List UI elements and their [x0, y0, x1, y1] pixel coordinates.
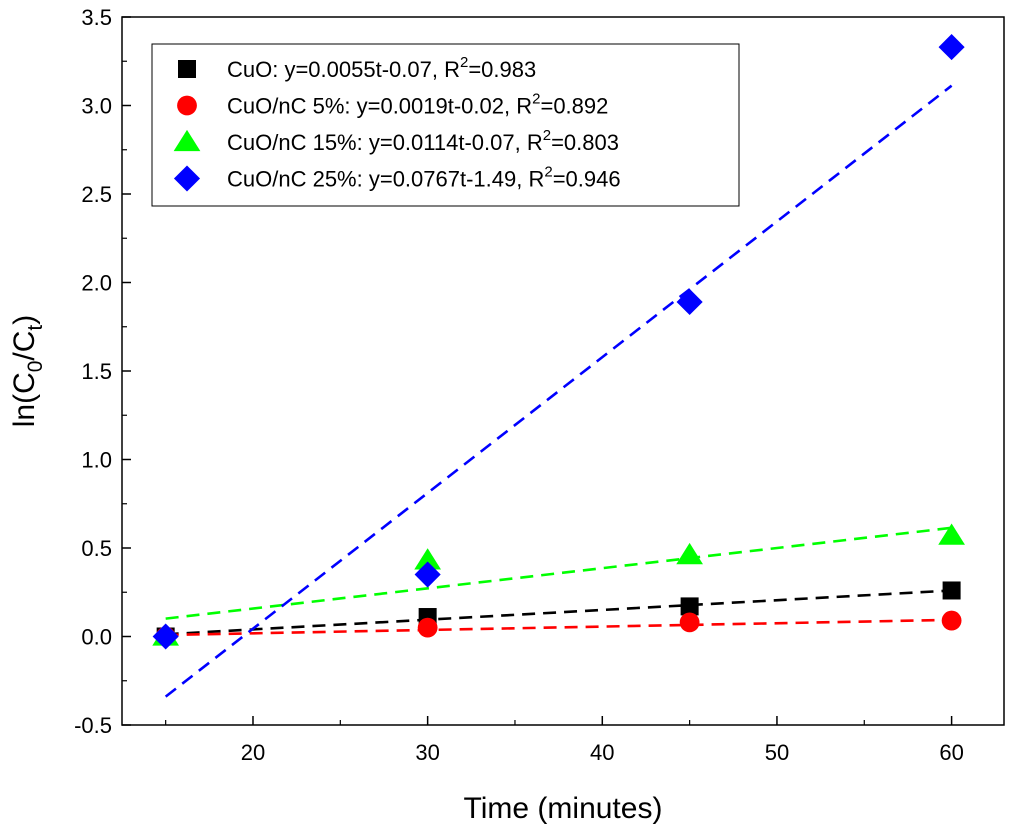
data-point — [680, 597, 699, 616]
y-tick-label: 0.0 — [81, 625, 112, 650]
legend-marker — [173, 129, 201, 152]
x-tick-label: 20 — [241, 740, 265, 765]
legend: CuO: y=0.0055t-0.07, R2=0.983 CuO/nC 5%: … — [151, 43, 740, 207]
y-axis-label: ln(C0/Ct) — [8, 315, 47, 428]
fit-line — [165, 618, 952, 637]
legend-label: CuO/nC 5%: y=0.0019t-0.02, R2=0.892 — [227, 91, 608, 119]
x-tick-label: 30 — [415, 740, 439, 765]
data-point — [152, 623, 179, 650]
data-point — [414, 548, 442, 570]
y-axis: -0.5 0.0 0.5 1.0 1.5 2.0 2.5 3.0 3.5 — [74, 5, 131, 738]
fit-line — [165, 589, 952, 636]
y-tick-label: 3.0 — [81, 94, 112, 119]
y-tick-label: 0.5 — [81, 536, 112, 561]
y-tick-label: 2.0 — [81, 271, 112, 296]
data-point — [942, 581, 961, 600]
data-point — [679, 612, 700, 633]
legend-label: CuO/nC 25%: y=0.0767t-1.49, R2=0.946 — [227, 164, 621, 192]
data-point — [417, 617, 438, 638]
y-tick-label: 3.5 — [81, 5, 112, 30]
data-point — [941, 610, 962, 631]
y-tick-label: -0.5 — [74, 713, 112, 738]
data-point — [676, 288, 703, 316]
legend-marker — [178, 60, 196, 78]
x-axis: 20 30 40 50 60 — [165, 716, 964, 765]
legend-label: CuO/nC 15%: y=0.0114t-0.07, R2=0.803 — [227, 127, 619, 155]
legend-box — [151, 43, 740, 207]
data-point — [938, 523, 965, 545]
legend-marker — [173, 165, 201, 192]
legend-marker — [177, 95, 197, 116]
fit-lines — [164, 84, 953, 698]
data-point — [938, 34, 965, 61]
x-tick-label: 60 — [939, 740, 963, 765]
data-point — [676, 542, 703, 565]
x-tick-label: 50 — [765, 740, 789, 765]
x-tick-label: 40 — [590, 740, 614, 765]
y-tick-label: 2.5 — [81, 182, 112, 207]
data-points — [152, 34, 965, 650]
fit-line — [165, 526, 952, 620]
y-tick-label: 1.5 — [81, 359, 112, 384]
fit-line — [164, 84, 953, 698]
y-tick-label: 1.0 — [81, 448, 112, 473]
legend-label: CuO: y=0.0055t-0.07, R2=0.983 — [227, 54, 536, 82]
x-axis-label: Time (minutes) — [464, 792, 663, 825]
data-point — [414, 561, 441, 588]
